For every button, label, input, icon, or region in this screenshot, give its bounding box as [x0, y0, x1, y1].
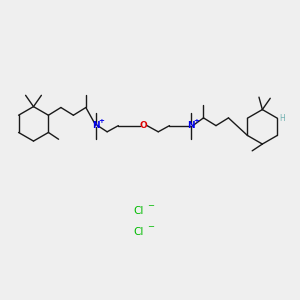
- Text: O: O: [140, 121, 147, 130]
- Text: N: N: [187, 121, 195, 130]
- Text: −: −: [147, 201, 154, 210]
- Text: N: N: [92, 121, 100, 130]
- Text: +: +: [98, 118, 104, 124]
- Text: Cl: Cl: [133, 227, 143, 237]
- Text: −: −: [147, 222, 154, 231]
- Text: H: H: [279, 114, 285, 123]
- Text: +: +: [194, 118, 199, 124]
- Text: Cl: Cl: [133, 206, 143, 216]
